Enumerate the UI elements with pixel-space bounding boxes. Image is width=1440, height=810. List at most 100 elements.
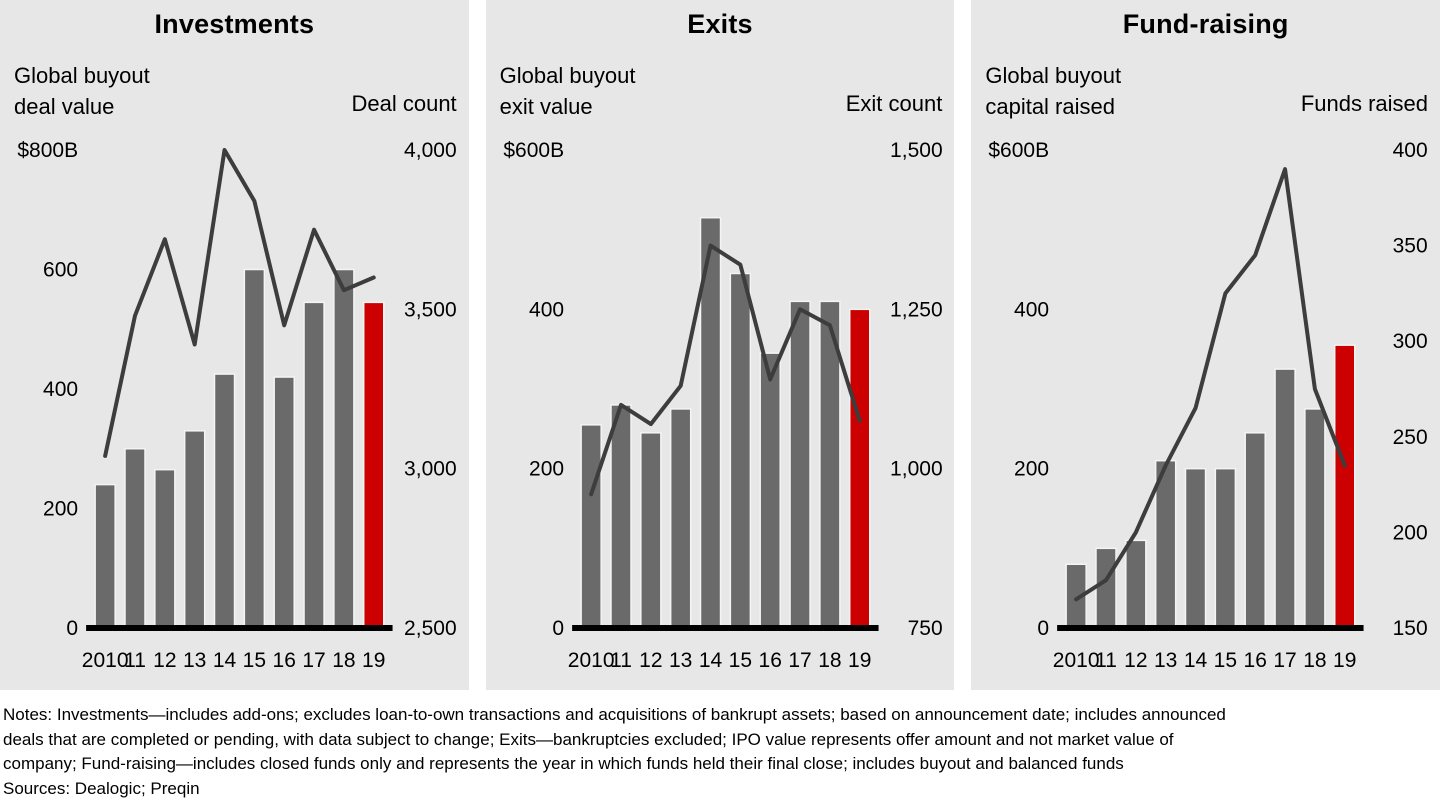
- bar-11: [1095, 547, 1118, 629]
- notes-line-2: deals that are completed or pending, wit…: [3, 729, 1174, 749]
- notes-line-1: Notes: Investments—includes add-ons; exc…: [3, 705, 1226, 724]
- bar-15: [243, 268, 266, 629]
- footnotes: Notes: Investments—includes add-ons; exc…: [3, 703, 1440, 801]
- investments-left-axis-title: Global buyout deal value: [14, 60, 150, 122]
- chart-panels-row: 0 200 400 600 $800B 2,500 3,000 3,500 4,000 2010 1…: [0, 0, 1440, 690]
- x-axis-baseline: [86, 625, 393, 631]
- x-axis-label: 19: [848, 649, 871, 672]
- bar-12: [154, 468, 176, 629]
- x-axis-label: 13: [183, 649, 206, 672]
- left-axis-title-line1: Global buyout: [499, 63, 636, 88]
- right-axis-tick: 750: [907, 617, 942, 640]
- bar-18: [1304, 408, 1327, 629]
- bar-13: [183, 430, 206, 629]
- right-axis-tick: 3,500: [404, 298, 457, 321]
- bar-17: [1274, 368, 1297, 629]
- x-axis-label: 15: [1214, 649, 1237, 672]
- bar-18: [333, 268, 355, 629]
- exits-right-axis-title: Exit count: [845, 91, 943, 116]
- left-axis-tick: 0: [66, 617, 78, 640]
- left-axis-title-line2: exit value: [499, 94, 593, 119]
- investments-panel: 0 200 400 600 $800B 2,500 3,000 3,500 4,000 2010 1…: [0, 0, 469, 690]
- bar-15: [729, 272, 751, 629]
- fund-raising-panel: 0 200 400 $600B 150 200 250 300 350 400 2010 11 12 13…: [971, 0, 1440, 690]
- x-axis-label: 16: [1244, 649, 1267, 672]
- highlight-bar-19: [848, 308, 871, 629]
- fund-raising-left-axis-title: Global buyout capital raised: [985, 60, 1121, 122]
- left-axis-tick: 200: [43, 498, 78, 521]
- x-axis-label: 11: [124, 649, 146, 672]
- highlight-bar-19: [1334, 344, 1356, 629]
- fund-raising-right-axis-title: Funds raised: [1300, 91, 1429, 116]
- sources-line: Sources: Dealogic; Preqin: [3, 778, 200, 798]
- investments-chart-plot: 0200400600$800B2,5003,0003,5004,00020101…: [17, 139, 457, 672]
- trend-line: [588, 243, 862, 497]
- right-axis-tick: 200: [1393, 521, 1428, 544]
- bar-17: [788, 300, 811, 629]
- bar-12: [1125, 539, 1147, 629]
- x-axis-label: 15: [728, 649, 751, 672]
- bar-14: [213, 373, 236, 629]
- bar-2010: [580, 424, 602, 629]
- investments-right-axis-title: Deal count: [351, 91, 457, 116]
- left-axis-tick: 400: [43, 378, 78, 401]
- bar-13: [669, 408, 692, 629]
- bar-12: [639, 432, 662, 629]
- x-axis-label: 17: [302, 649, 325, 672]
- bar-15: [1214, 467, 1237, 629]
- fund-raising-panel-title: Fund-raising: [1122, 9, 1289, 39]
- bar-11: [609, 404, 632, 629]
- right-axis-tick: 3,000: [404, 458, 457, 481]
- left-axis-tick: $600B: [989, 139, 1050, 162]
- right-axis-tick: 1,500: [890, 139, 943, 162]
- investments-panel-title: Investments: [154, 9, 315, 39]
- left-axis-tick: 600: [43, 259, 78, 282]
- x-axis-label: 2010: [82, 649, 129, 672]
- x-axis-label: 18: [1304, 649, 1327, 672]
- x-axis-label: 19: [1333, 649, 1356, 672]
- x-axis-baseline: [571, 625, 879, 631]
- x-axis-label: 11: [610, 649, 632, 672]
- left-axis-tick: $800B: [17, 139, 78, 162]
- left-axis-tick: 0: [552, 617, 564, 640]
- x-axis-label: 16: [758, 649, 781, 672]
- x-axis-label: 14: [213, 649, 237, 672]
- left-axis-title-line2: capital raised: [985, 94, 1115, 119]
- right-axis-tick: 350: [1393, 235, 1428, 258]
- bar-11: [124, 448, 146, 629]
- x-axis-label: 2010: [1053, 649, 1100, 672]
- x-axis-label: 12: [639, 649, 662, 672]
- x-axis-label: 16: [273, 649, 296, 672]
- x-axis-label: 14: [1184, 649, 1208, 672]
- x-axis-label: 12: [1124, 649, 1147, 672]
- bar-16: [1244, 432, 1267, 629]
- bar-16: [759, 352, 781, 629]
- bar-2010: [94, 483, 116, 629]
- x-axis-label: 13: [1154, 649, 1177, 672]
- bar-14: [1185, 467, 1207, 629]
- exits-panel-title: Exits: [687, 9, 753, 39]
- exits-left-axis-title: Global buyout exit value: [500, 60, 636, 122]
- x-axis-label: 18: [818, 649, 841, 672]
- notes-line-3: company; Fund-raising—includes closed fu…: [3, 754, 1124, 774]
- x-axis-label: 2010: [567, 649, 614, 672]
- right-axis-tick: 300: [1393, 330, 1428, 353]
- left-axis-tick: 200: [1014, 458, 1049, 481]
- x-axis-label: 17: [1274, 649, 1297, 672]
- x-axis-baseline: [1057, 625, 1364, 631]
- left-axis-title-line1: Global buyout: [14, 63, 150, 88]
- trend-line: [1074, 167, 1348, 602]
- exits-panel: 0 200 400 $600B 750 1,000 1,250 1,500 2010 11 12 13…: [485, 0, 955, 690]
- right-axis-tick: 250: [1393, 426, 1428, 449]
- x-axis-label: 19: [362, 649, 385, 672]
- left-axis-title-line1: Global buyout: [985, 63, 1122, 88]
- right-axis-tick: 400: [1393, 139, 1428, 162]
- left-axis-title-line2: deal value: [14, 94, 115, 119]
- trend-line: [103, 148, 376, 458]
- x-axis-label: 15: [243, 649, 266, 672]
- x-axis-label: 17: [788, 649, 811, 672]
- bar-17: [303, 301, 325, 629]
- x-axis-label: 18: [332, 649, 355, 672]
